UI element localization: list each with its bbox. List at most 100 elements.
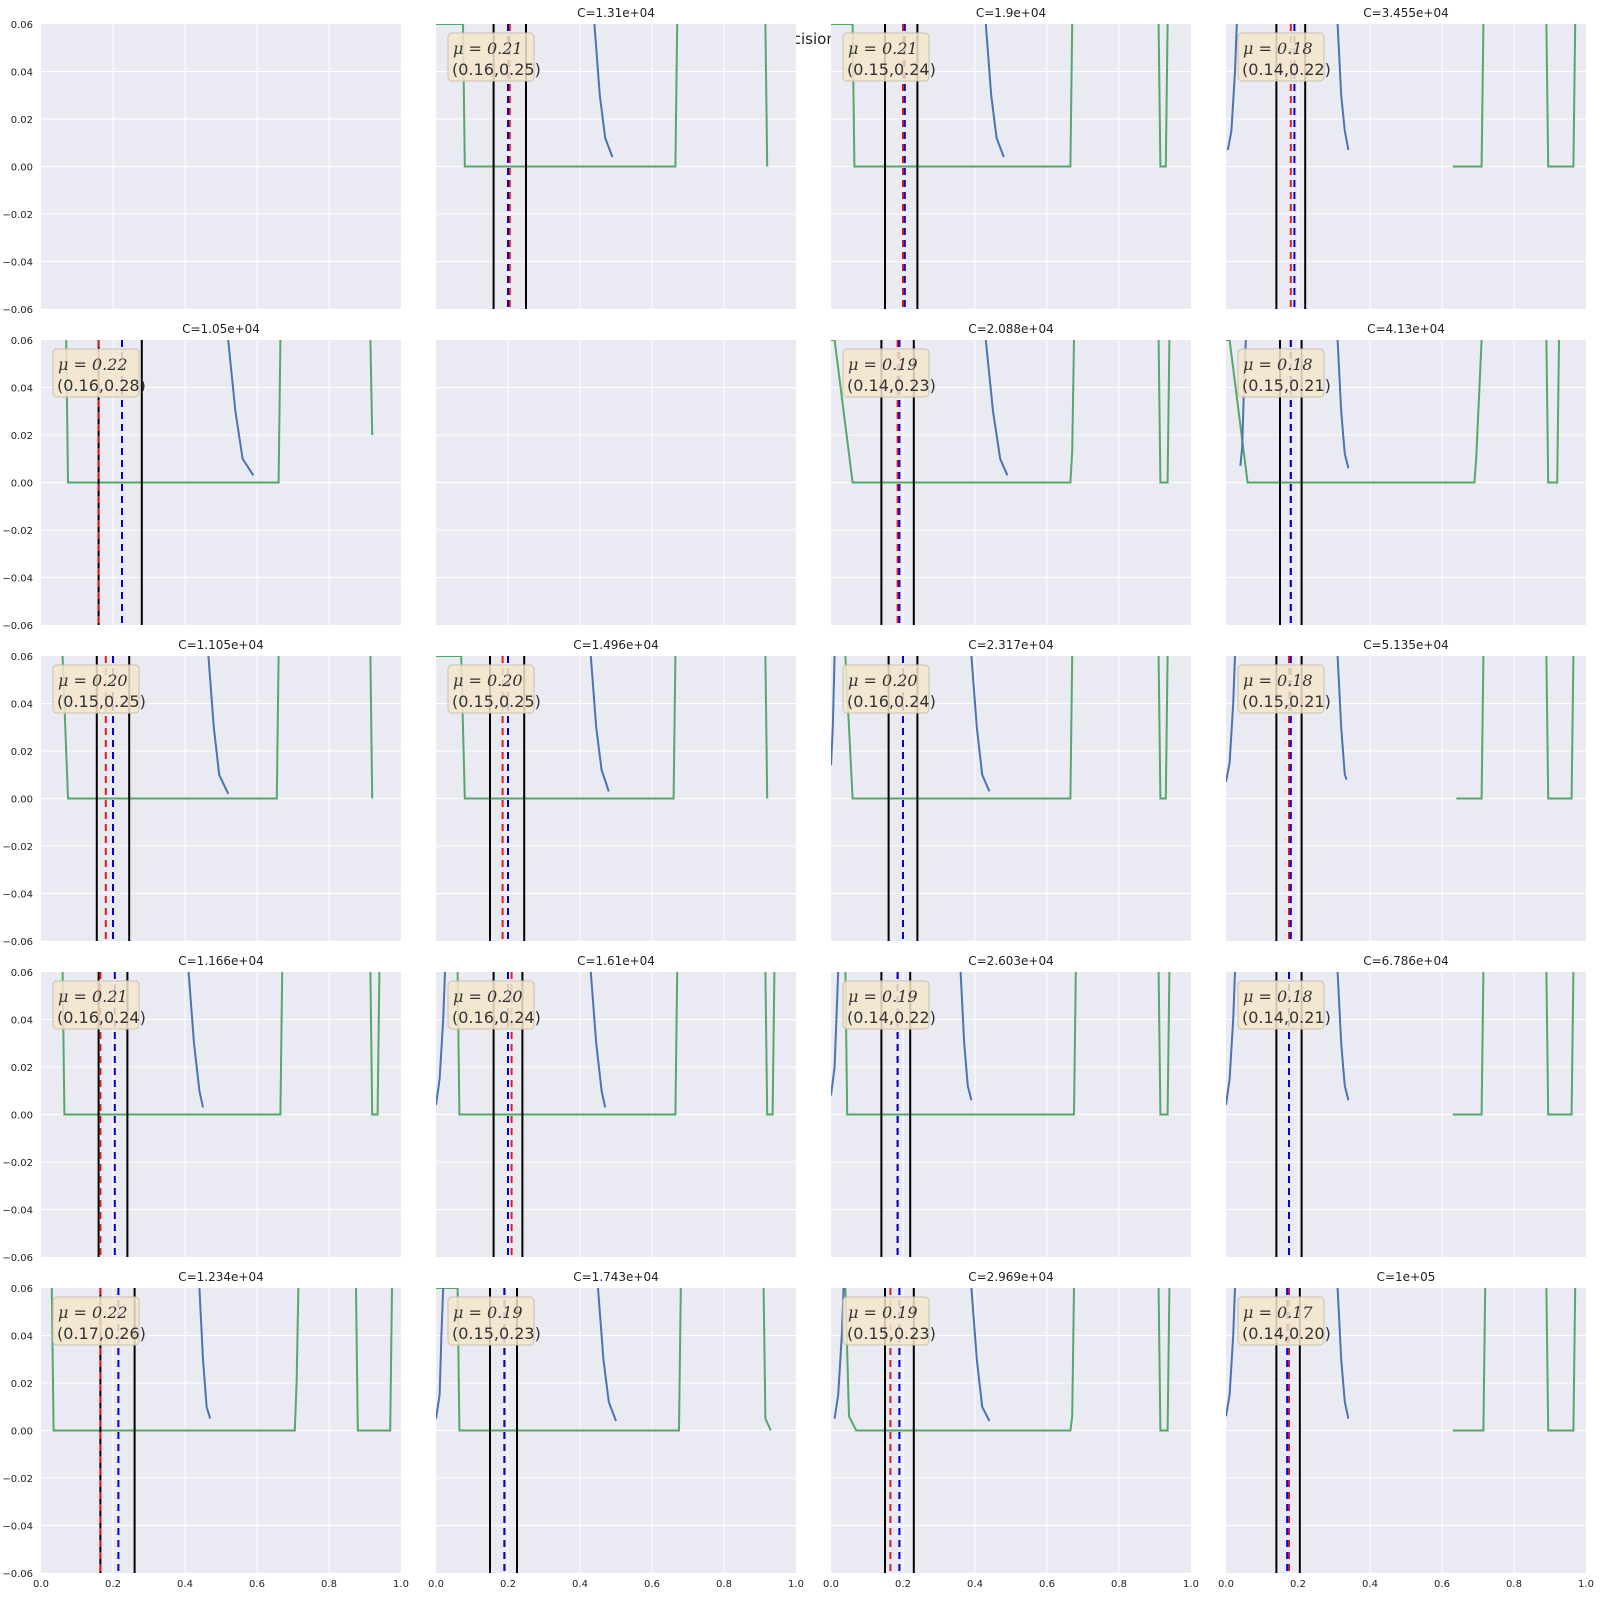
green-curve bbox=[61, 656, 280, 800]
annotation-box bbox=[52, 348, 140, 398]
subplot-title: C=1.166e+04 bbox=[178, 954, 264, 968]
green-curve bbox=[1226, 340, 1483, 484]
annotation-box bbox=[842, 980, 930, 1030]
blue-curve bbox=[1226, 972, 1236, 1106]
plot-contents bbox=[831, 340, 1171, 625]
y-tick-label: −0.04 bbox=[2, 1206, 33, 1217]
annotation-box bbox=[447, 980, 535, 1030]
y-tick-label: −0.06 bbox=[2, 937, 33, 948]
annotation-box bbox=[1237, 1296, 1325, 1346]
ci-label: (0.14,0.20) bbox=[1242, 1324, 1331, 1343]
subplot-r3-c0: 0.06 0.04 0.02 0.00 −0.02 −0.04 −0.06 C=1.166e+… bbox=[2, 954, 401, 1264]
ci-label: (0.14,0.21) bbox=[1242, 1008, 1331, 1027]
green-curve bbox=[456, 972, 679, 1116]
annotation-box bbox=[447, 32, 535, 82]
green-curve bbox=[369, 340, 374, 436]
ci-label: (0.17,0.26) bbox=[57, 1324, 146, 1343]
subplot-title: C=3.455e+04 bbox=[1363, 6, 1449, 20]
y-tick-label: −0.06 bbox=[2, 621, 33, 632]
mu-label: μ = 0.21 bbox=[453, 39, 523, 58]
mu-label: μ = 0.19 bbox=[848, 987, 918, 1006]
annotation-box bbox=[1237, 980, 1325, 1030]
x-tick-label: 0.8 bbox=[321, 1579, 337, 1590]
subplot-r3-c2: C=2.603e+04 μ = 0.19 (0.14,0.22) bbox=[831, 954, 1191, 1257]
y-tick-label: 0.02 bbox=[11, 1379, 33, 1390]
subplot-title: C=6.786e+04 bbox=[1363, 954, 1449, 968]
x-tick-label: 1.0 bbox=[393, 1579, 409, 1590]
mu-label: μ = 0.18 bbox=[1243, 39, 1313, 58]
x-tick-label: 1.0 bbox=[1578, 1579, 1594, 1590]
blue-curve bbox=[436, 972, 446, 1106]
subplot-r2-c1: C=1.496e+04 μ = 0.20 (0.15,0.25) bbox=[436, 638, 796, 941]
x-tick-label: 0.6 bbox=[644, 1579, 660, 1590]
blue-curve bbox=[831, 656, 836, 766]
mu-label: μ = 0.22 bbox=[58, 355, 128, 374]
y-tick-label: 0.04 bbox=[11, 68, 33, 79]
mu-label: μ = 0.20 bbox=[453, 671, 523, 690]
y-tick-label: 0.06 bbox=[11, 1284, 33, 1295]
blue-curve bbox=[436, 1288, 445, 1419]
subplot-r1-c3: C=4.13e+04 μ = 0.18 (0.15,0.21) bbox=[1226, 322, 1586, 625]
annotation-box bbox=[52, 664, 140, 714]
mu-label: μ = 0.19 bbox=[848, 355, 918, 374]
subplot-title: C=1e+05 bbox=[1377, 1270, 1436, 1284]
annotation-box bbox=[1237, 348, 1325, 398]
subplot-title: C=1.105e+04 bbox=[178, 638, 264, 652]
ci-label: (0.15,0.24) bbox=[847, 60, 936, 79]
green-curve bbox=[844, 972, 1077, 1116]
subplot-r2-c3: C=5.135e+04 μ = 0.18 (0.15,0.21) bbox=[1226, 638, 1586, 941]
blue-curve bbox=[1336, 340, 1350, 469]
annotation-box bbox=[842, 348, 930, 398]
green-curve bbox=[65, 340, 282, 484]
green-curve bbox=[50, 1288, 300, 1432]
x-tick-label: 1.0 bbox=[788, 1579, 804, 1590]
blue-curve bbox=[1336, 24, 1350, 151]
blue-curve bbox=[589, 656, 610, 792]
y-tick-label: 0.04 bbox=[11, 1332, 33, 1343]
x-tick-label: 0.4 bbox=[572, 1579, 588, 1590]
ci-label: (0.16,0.24) bbox=[452, 1008, 541, 1027]
subplot-r4-c3: 0.0 0.2 0.4 0.6 0.8 1.0 C=1e+05 μ = 0.17 (0.14,0… bbox=[1218, 1270, 1594, 1590]
green-curve bbox=[831, 340, 1075, 484]
subplot-title: C=1.9e+04 bbox=[976, 6, 1046, 20]
green-curve bbox=[1157, 656, 1169, 800]
green-curve bbox=[1545, 340, 1560, 484]
x-tick-label: 0.4 bbox=[177, 1579, 193, 1590]
annotation-box bbox=[1237, 664, 1325, 714]
x-tick-label: 0.8 bbox=[716, 1579, 732, 1590]
panels: 0.06 0.04 0.02 0.00 −0.02 −0.04 −0.06 C=1.31e+0… bbox=[2, 6, 1594, 1590]
green-curve bbox=[355, 1288, 393, 1432]
x-tick-label: 0.2 bbox=[1290, 1579, 1306, 1590]
mu-label: μ = 0.21 bbox=[848, 39, 918, 58]
green-curve bbox=[1456, 656, 1485, 800]
blue-curve bbox=[1336, 1288, 1350, 1419]
ci-label: (0.16,0.24) bbox=[57, 1008, 146, 1027]
green-curve bbox=[1452, 24, 1485, 168]
x-tick-label: 0.4 bbox=[1362, 1579, 1378, 1590]
subplot-r3-c1: C=1.61e+04 μ = 0.20 (0.16,0.24) bbox=[436, 954, 796, 1257]
green-curve bbox=[764, 656, 769, 799]
annotation-box bbox=[1237, 32, 1325, 82]
blue-curve bbox=[1336, 972, 1350, 1101]
subplot-title: C=1.234e+04 bbox=[178, 1270, 264, 1284]
mu-label: μ = 0.18 bbox=[1243, 987, 1313, 1006]
y-tick-label: −0.02 bbox=[2, 842, 33, 853]
green-curve bbox=[436, 656, 677, 800]
blue-curve bbox=[1226, 24, 1238, 151]
y-tick-label: −0.06 bbox=[2, 305, 33, 316]
green-curve bbox=[436, 1288, 682, 1432]
green-curve bbox=[764, 24, 769, 167]
subplot-r4-c1: 0.0 0.2 0.4 0.6 0.8 1.0 C=1.743e+04 μ = 0.19 (0.… bbox=[428, 1270, 804, 1590]
subplot-r0-c0: 0.06 0.04 0.02 0.00 −0.02 −0.04 −0.06 bbox=[2, 20, 401, 316]
green-curve bbox=[1157, 340, 1171, 484]
plot-contents bbox=[65, 340, 374, 625]
ci-label: (0.14,0.22) bbox=[847, 1008, 936, 1027]
green-curve bbox=[369, 972, 381, 1116]
x-tick-label: 0.2 bbox=[500, 1579, 516, 1590]
subplot-title: C=4.13e+04 bbox=[1367, 322, 1445, 336]
y-tick-label: −0.04 bbox=[2, 1522, 33, 1533]
blue-curve bbox=[970, 656, 991, 792]
blue-curve bbox=[1226, 656, 1236, 783]
y-tick-label: 0.06 bbox=[11, 652, 33, 663]
y-tick-label: −0.06 bbox=[2, 1569, 33, 1580]
